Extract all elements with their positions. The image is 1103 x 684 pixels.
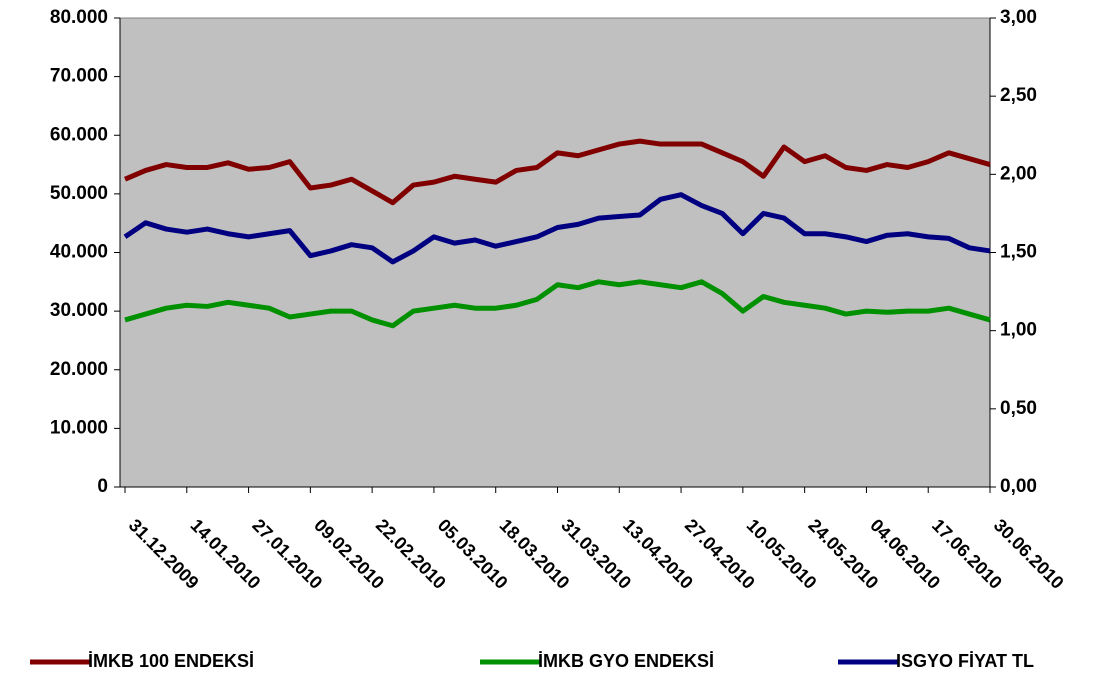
y-tick-label: 40.000 (50, 242, 108, 263)
y2-tick-label: 2,50 (1000, 85, 1037, 106)
y-tick-label: 80.000 (50, 7, 108, 28)
y2-tick-label: 0,00 (1000, 476, 1037, 497)
y-tick-label: 70.000 (50, 66, 108, 87)
y2-tick-label: 3,00 (1000, 7, 1037, 28)
y-tick-label: 50.000 (50, 183, 108, 204)
series-line (124, 138, 991, 206)
y2-tick-label: 1,50 (1000, 242, 1037, 263)
legend-label: ISGYO FİYAT TL (896, 651, 1034, 671)
y2-tick-label: 1,00 (1000, 320, 1037, 341)
y2-tick-label: 2,00 (1000, 163, 1037, 184)
plot-area (119, 17, 991, 488)
legend-label: İMKB 100 ENDEKSİ (88, 651, 254, 671)
y-tick-label: 20.000 (50, 359, 108, 380)
y-tick-label: 60.000 (50, 124, 108, 145)
y2-tick-label: 0,50 (1000, 398, 1037, 419)
series-line (124, 279, 991, 329)
y-tick-label: 10.000 (50, 417, 108, 438)
series-line (123, 192, 991, 265)
y-tick-label: 0 (97, 476, 108, 497)
y-tick-label: 30.000 (50, 300, 108, 321)
legend-label: İMKB GYO ENDEKSİ (538, 651, 714, 671)
